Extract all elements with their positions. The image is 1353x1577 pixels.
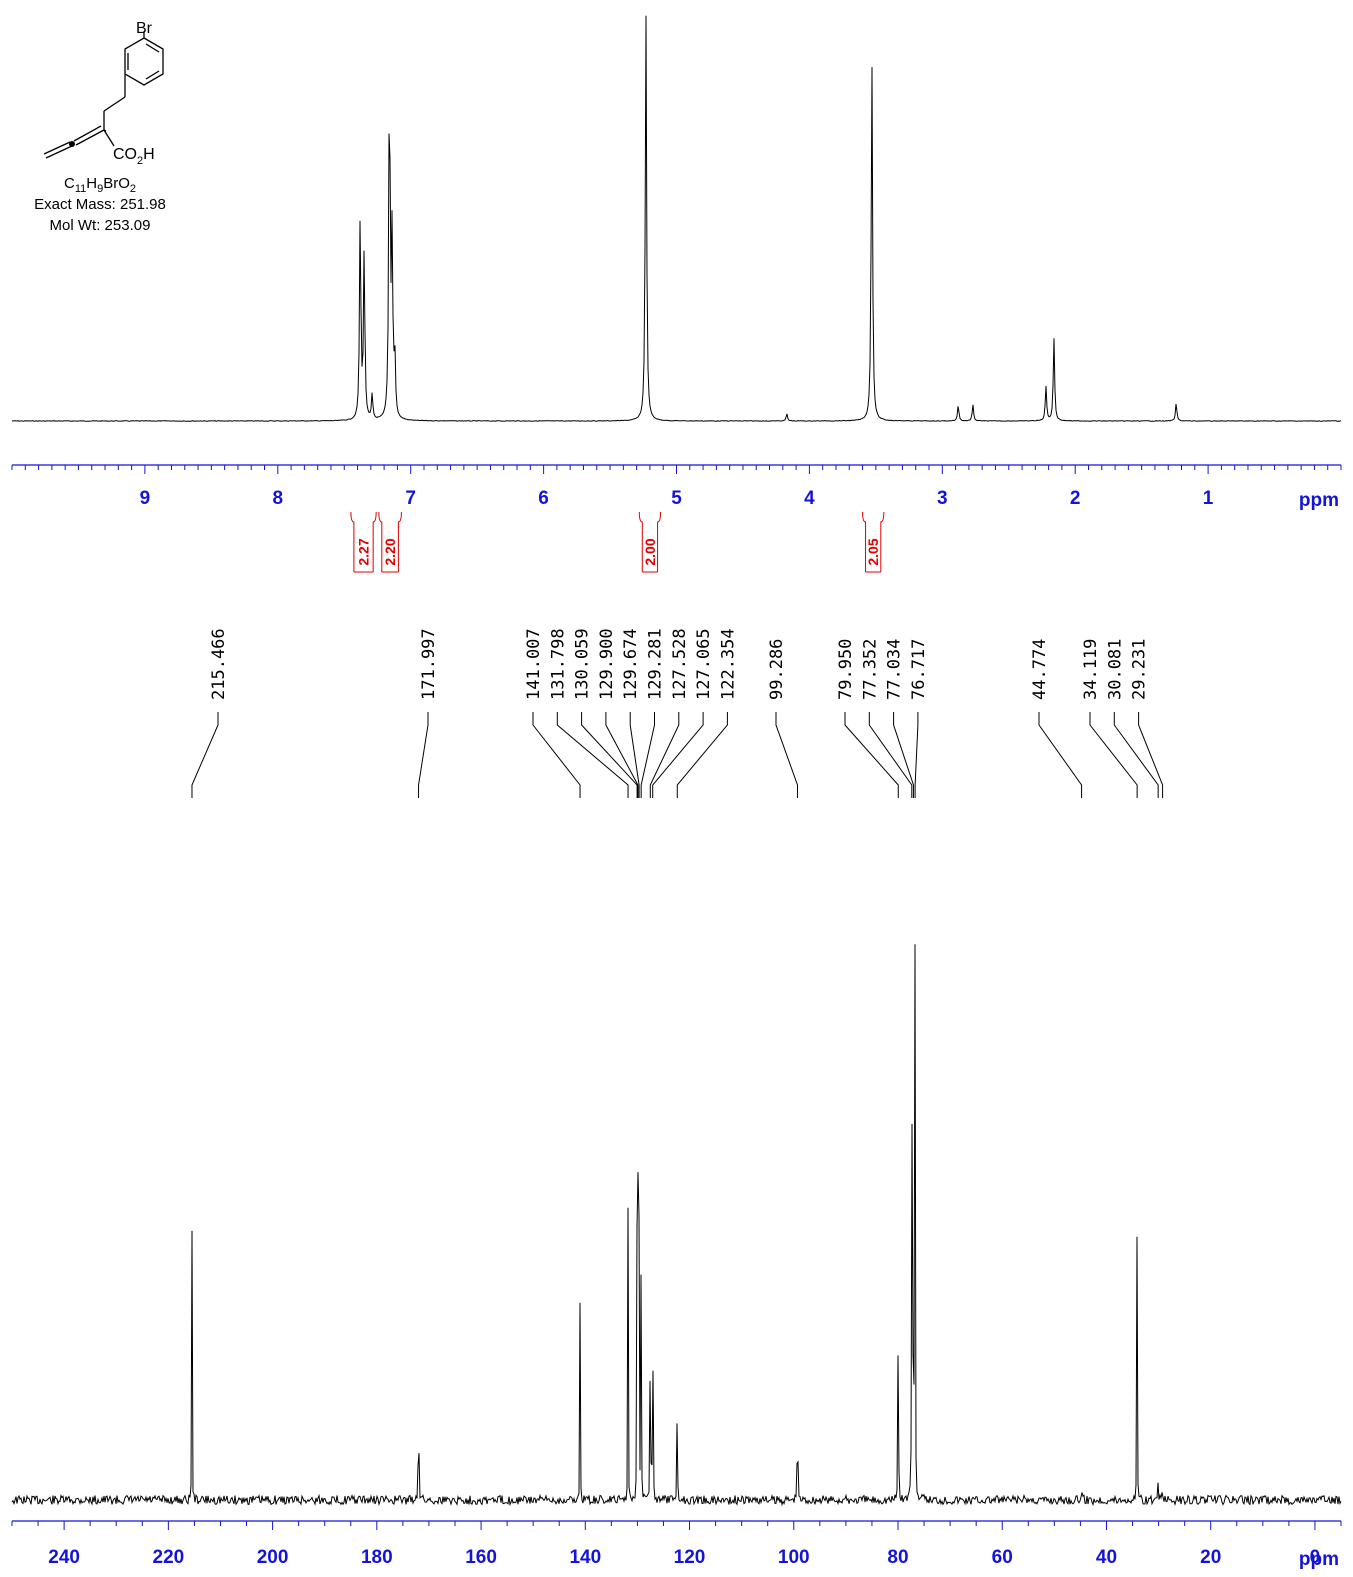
x-tick-label: 160 (465, 1547, 497, 1568)
peak-label: 30.081 (1105, 639, 1125, 700)
x-axis-unit: ppm (1299, 1549, 1339, 1570)
peak-label: 141.007 (524, 628, 544, 700)
x-tick-label: 9 (140, 488, 151, 509)
peak-leader (652, 712, 704, 798)
peak-leader (775, 712, 798, 798)
integration-value: 2.00 (642, 538, 658, 565)
formula-subscript: 9 (97, 183, 104, 195)
x-tick-label: 6 (538, 488, 549, 509)
peak-label: 171.997 (419, 628, 439, 700)
mol-wt: Mol Wt: 253.09 (49, 217, 151, 234)
peak-label: 77.034 (885, 639, 905, 700)
x-tick-label: 80 (887, 1547, 908, 1568)
h1-trace (12, 15, 1342, 422)
x-tick-label: 4 (804, 488, 815, 509)
formula-part: H (86, 175, 98, 192)
peak-leader (629, 712, 640, 798)
x-axis-unit: ppm (1299, 490, 1339, 511)
x-tick-label: 240 (48, 1547, 80, 1568)
x-tick-label: 120 (674, 1547, 706, 1568)
integration-bracket (638, 511, 662, 572)
peak-leader (556, 712, 629, 798)
x-tick-label: 40 (1096, 1547, 1117, 1568)
br-label: Br (136, 20, 153, 37)
peak-leader (581, 712, 638, 798)
peak-leader (532, 712, 581, 798)
peak-leader (1113, 712, 1159, 798)
x-tick-label: 20 (1200, 1547, 1221, 1568)
x-tick-label: 5 (671, 488, 682, 509)
exact-mass: Exact Mass: 251.98 (34, 196, 166, 213)
integration-bracket (862, 511, 885, 572)
x-tick-label: 7 (405, 488, 416, 509)
peak-leader (605, 712, 639, 798)
c13-trace (11, 944, 1342, 1507)
integration-value: 2.27 (356, 538, 372, 565)
peak-label: 122.354 (718, 628, 738, 700)
allene-center-dot (69, 141, 75, 147)
structure-bonds (43, 32, 164, 159)
peak-label: 127.065 (694, 628, 714, 700)
x-tick-label: 100 (778, 1547, 810, 1568)
formula-part: BrO (103, 175, 130, 192)
formula-part: C (63, 175, 75, 192)
peak-leader (844, 712, 899, 798)
peak-label: 129.281 (646, 628, 666, 700)
x-tick-label: 0 (1310, 1547, 1321, 1568)
integration-bracket (350, 511, 377, 572)
co2h-label: CO2H (113, 146, 155, 167)
x-tick-label: 200 (257, 1547, 289, 1568)
peak-label: 34.119 (1081, 639, 1101, 700)
peak-label: 127.528 (670, 628, 690, 700)
peak-label: 76.717 (909, 639, 929, 700)
peak-leader (1038, 712, 1083, 798)
peak-label: 79.950 (836, 639, 856, 700)
formula-subscript: 11 (74, 183, 87, 195)
chemical-structure: Br CO2H (43, 20, 164, 167)
x-tick-label: 1 (1203, 488, 1214, 509)
peak-leader (191, 712, 219, 798)
peak-leader (640, 712, 655, 798)
peak-label: 131.798 (548, 628, 568, 700)
peak-leader (893, 712, 914, 798)
x-tick-label: 3 (937, 488, 948, 509)
peak-leader (914, 712, 919, 798)
x-tick-label: 180 (361, 1547, 393, 1568)
peak-leader (1089, 712, 1138, 798)
peak-leader (868, 712, 913, 798)
integration-value: 2.05 (865, 538, 881, 565)
peak-leader (676, 712, 728, 798)
peak-leader (418, 712, 429, 798)
peak-label: 129.674 (621, 628, 641, 700)
x-tick-label: 140 (569, 1547, 601, 1568)
peak-leader (649, 712, 680, 798)
x-tick-label: 220 (153, 1547, 185, 1568)
peak-label: 77.352 (860, 639, 880, 700)
x-tick-label: 2 (1070, 488, 1081, 509)
integration-bracket (378, 511, 402, 572)
x-tick-label: 8 (273, 488, 284, 509)
peak-label: 215.466 (209, 628, 229, 700)
c13-spectrum: 240 220 200 180 160 140 120 100 80 60 40 20 0ppm215.… (11, 628, 1342, 1570)
peak-label: 129.900 (597, 628, 617, 700)
formula-subscript: 2 (129, 183, 137, 195)
peak-label: 44.774 (1030, 639, 1050, 700)
peak-label: 29.231 (1130, 639, 1150, 700)
peak-label: 130.059 (573, 628, 593, 700)
peak-leader (1138, 712, 1164, 798)
h1-spectrum: 9 8 7 6 5 4 3 2 1 ppm 2.27 2.20 2.00 2.05 (11, 15, 1342, 573)
peak-label: 99.286 (767, 639, 787, 700)
integration-value: 2.20 (382, 538, 398, 565)
molecular-formula: C11H9BrO2 (0, 175, 200, 195)
x-tick-label: 60 (992, 1547, 1013, 1568)
